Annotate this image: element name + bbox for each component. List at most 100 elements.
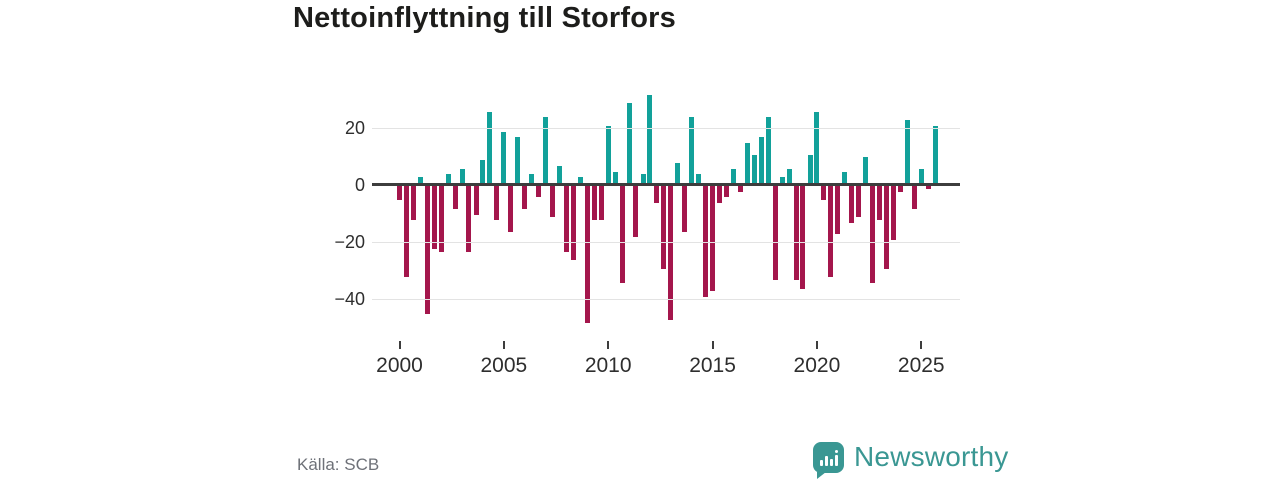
- x-axis-tick-label: 2005: [480, 354, 528, 377]
- data-bar-positive: [487, 111, 493, 183]
- data-bar-positive: [445, 174, 451, 183]
- logo-bar-icon: [824, 455, 828, 466]
- data-bar-negative: [494, 186, 500, 221]
- data-bar-positive: [696, 174, 702, 183]
- data-bar-positive: [480, 160, 486, 183]
- data-bar-positive: [543, 117, 549, 183]
- data-bar-positive: [557, 165, 563, 183]
- x-axis-tick-mark: [502, 341, 505, 349]
- data-bar-negative: [883, 186, 889, 269]
- newsworthy-logo: Newsworthy: [813, 441, 1009, 479]
- y-axis-tick-label: −40: [334, 288, 365, 309]
- x-axis-tick-mark: [920, 341, 923, 349]
- data-bar-negative: [849, 186, 855, 224]
- data-bar-negative: [563, 186, 569, 252]
- y-gridline: [372, 127, 960, 129]
- data-bar-negative: [800, 186, 806, 289]
- data-bar-negative: [619, 186, 625, 283]
- newsworthy-wordmark: Newsworthy: [854, 441, 1009, 472]
- data-bar-positive: [814, 111, 820, 183]
- data-bar-negative: [925, 186, 931, 189]
- data-bar-positive: [647, 94, 653, 183]
- x-axis-tick-label: 2015: [689, 354, 736, 377]
- data-bar-positive: [417, 177, 423, 183]
- data-bar-negative: [438, 186, 444, 252]
- x-axis-tick-mark: [398, 341, 401, 349]
- data-bar-positive: [904, 120, 910, 183]
- data-bar-negative: [598, 186, 604, 221]
- chart-title: Nettoinflyttning till Storfors: [293, 2, 676, 34]
- data-bar-negative: [591, 186, 597, 221]
- data-bar-positive: [501, 131, 507, 183]
- data-bar-positive: [459, 168, 465, 183]
- data-bar-negative: [549, 186, 555, 218]
- data-bar-negative: [522, 186, 528, 209]
- data-bar-positive: [529, 174, 535, 183]
- data-bar-negative: [772, 186, 778, 281]
- x-axis-tick-mark: [607, 341, 610, 349]
- data-bar-positive: [515, 137, 521, 183]
- logo-exclamation-icon: [834, 449, 838, 466]
- data-bar-positive: [689, 117, 695, 183]
- logo-bar-icon: [829, 458, 833, 466]
- data-bar-negative: [466, 186, 472, 252]
- data-bar-negative: [410, 186, 416, 221]
- data-bar-positive: [577, 177, 583, 183]
- data-bar-negative: [724, 186, 730, 198]
- data-bar-negative: [710, 186, 716, 292]
- x-axis-tick-label: 2020: [793, 354, 841, 377]
- data-bar-negative: [473, 186, 479, 215]
- data-bar-positive: [779, 177, 785, 183]
- data-bar-positive: [751, 154, 757, 183]
- data-bar-positive: [730, 168, 736, 183]
- y-axis-tick-label: 20: [344, 117, 365, 138]
- data-bar-negative: [668, 186, 674, 320]
- data-bar-negative: [737, 186, 743, 192]
- x-axis-tick-mark: [711, 341, 714, 349]
- data-bar-negative: [508, 186, 514, 232]
- zero-axis-line: [372, 183, 960, 186]
- data-bar-positive: [675, 163, 681, 183]
- data-bar-negative: [716, 186, 722, 204]
- data-bar-positive: [807, 154, 813, 183]
- data-bar-positive: [842, 171, 848, 183]
- data-bar-positive: [918, 168, 924, 183]
- x-axis-tick-label: 2000: [376, 354, 423, 377]
- data-bar-positive: [765, 117, 771, 183]
- data-bar-negative: [828, 186, 834, 278]
- newsworthy-speech-bubble-barchart-icon: [813, 441, 844, 479]
- data-bar-positive: [758, 137, 764, 183]
- data-bar-positive: [932, 126, 938, 183]
- data-bar-negative: [424, 186, 430, 315]
- data-bar-negative: [877, 186, 882, 221]
- data-bar-positive: [612, 171, 618, 183]
- logo-bar-icon: [819, 459, 823, 466]
- data-bar-positive: [786, 168, 792, 183]
- data-bar-negative: [452, 186, 458, 209]
- data-bar-negative: [911, 186, 917, 209]
- data-bar-negative: [682, 186, 688, 232]
- data-bar-negative: [536, 186, 542, 198]
- data-bar-negative: [431, 186, 437, 249]
- data-bar-negative: [821, 186, 827, 201]
- data-bar-negative: [633, 186, 639, 238]
- data-bar-negative: [897, 186, 903, 192]
- data-bar-negative: [870, 186, 876, 283]
- x-axis-tick-label: 2025: [897, 354, 945, 377]
- x-axis-tick-label: 2010: [584, 354, 632, 377]
- data-bar-positive: [605, 126, 611, 183]
- y-gridline: [372, 298, 960, 300]
- data-bar-negative: [584, 186, 590, 323]
- data-bar-negative: [403, 186, 409, 278]
- data-bar-positive: [863, 157, 869, 183]
- x-axis-tick-mark: [815, 341, 818, 349]
- data-bar-negative: [654, 186, 660, 204]
- data-bar-negative: [835, 186, 841, 235]
- data-bar-negative: [890, 186, 896, 241]
- data-bar-positive: [626, 103, 632, 183]
- data-bar-negative: [661, 186, 667, 269]
- data-bar-negative: [570, 186, 576, 261]
- y-axis-tick-label: 0: [354, 174, 365, 195]
- source-caption: Källa: SCB: [297, 455, 380, 474]
- data-bar-positive: [744, 143, 750, 183]
